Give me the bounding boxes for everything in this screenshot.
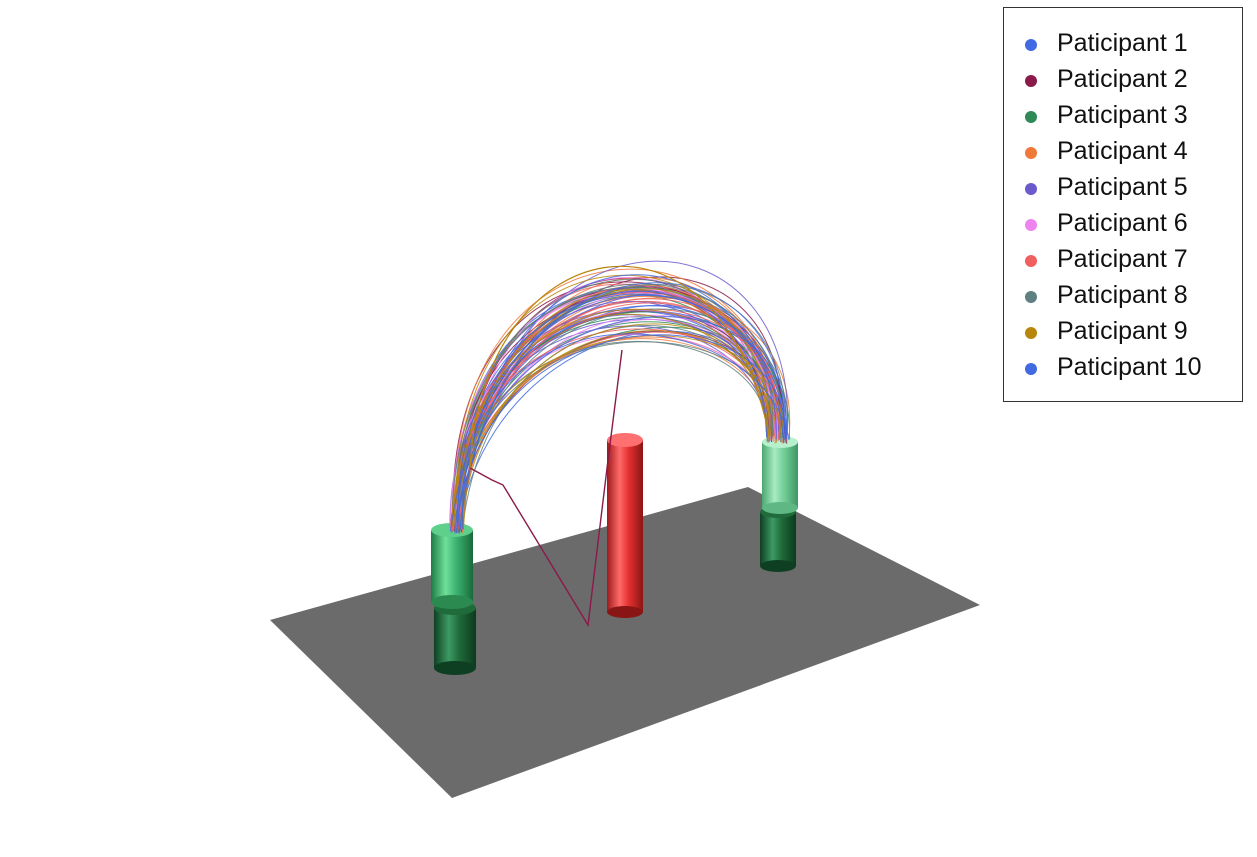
trajectory-path — [462, 333, 790, 530]
trajectory-path — [461, 278, 774, 529]
legend-item: Paticipant 6 — [1004, 207, 1242, 243]
trajectory-path — [457, 316, 787, 525]
legend-label: Paticipant 3 — [1057, 101, 1188, 129]
trajectory-path — [450, 313, 770, 528]
legend-label: Paticipant 9 — [1057, 317, 1188, 345]
trajectory-path — [469, 265, 771, 471]
legend-item: Paticipant 5 — [1004, 171, 1242, 207]
legend-item: Paticipant 1 — [1004, 27, 1242, 63]
trajectory-path — [454, 335, 784, 533]
legend-label: Paticipant 4 — [1057, 137, 1188, 165]
start-post — [431, 523, 476, 675]
trajectory-path — [460, 308, 789, 531]
legend-marker — [1025, 291, 1037, 303]
floor-plane — [270, 487, 980, 798]
legend-marker — [1025, 39, 1037, 51]
trajectory-path — [456, 274, 785, 534]
legend-item: Paticipant 4 — [1004, 135, 1242, 171]
legend-item: Paticipant 10 — [1004, 351, 1242, 387]
trajectory-path — [456, 334, 786, 528]
outlier-trajectory — [469, 349, 623, 628]
legend-item: Paticipant 9 — [1004, 315, 1242, 351]
legend-marker — [1025, 75, 1037, 87]
legend-item: Paticipant 3 — [1004, 99, 1242, 135]
legend-label: Paticipant 2 — [1057, 65, 1188, 93]
trajectory-path — [455, 295, 777, 532]
legend-item: Paticipant 7 — [1004, 243, 1242, 279]
trajectory-path — [457, 293, 788, 527]
trajectory-path — [452, 268, 779, 527]
trajectory-layer — [449, 260, 791, 534]
trajectory-path — [451, 288, 771, 524]
legend-marker — [1025, 363, 1037, 375]
legend-label: Paticipant 6 — [1057, 209, 1188, 237]
legend-marker — [1025, 255, 1037, 267]
legend: Paticipant 1 Paticipant 2 Paticipant 3 P… — [1003, 7, 1243, 402]
legend-marker — [1025, 219, 1037, 231]
legend-item: Paticipant 8 — [1004, 279, 1242, 315]
obstacle-cylinder — [607, 433, 643, 618]
legend-marker — [1025, 111, 1037, 123]
legend-marker — [1025, 327, 1037, 339]
legend-label: Paticipant 8 — [1057, 281, 1188, 309]
legend-label: Paticipant 5 — [1057, 173, 1188, 201]
legend-label: Paticipant 10 — [1057, 353, 1202, 381]
legend-marker — [1025, 147, 1037, 159]
trajectory-path — [454, 274, 783, 527]
trajectory-path — [449, 290, 768, 532]
legend-label: Paticipant 7 — [1057, 245, 1188, 273]
trajectory-path — [459, 282, 785, 532]
legend-item: Paticipant 2 — [1004, 63, 1242, 99]
end-post — [760, 436, 798, 572]
legend-label: Paticipant 1 — [1057, 29, 1188, 57]
legend-marker — [1025, 183, 1037, 195]
